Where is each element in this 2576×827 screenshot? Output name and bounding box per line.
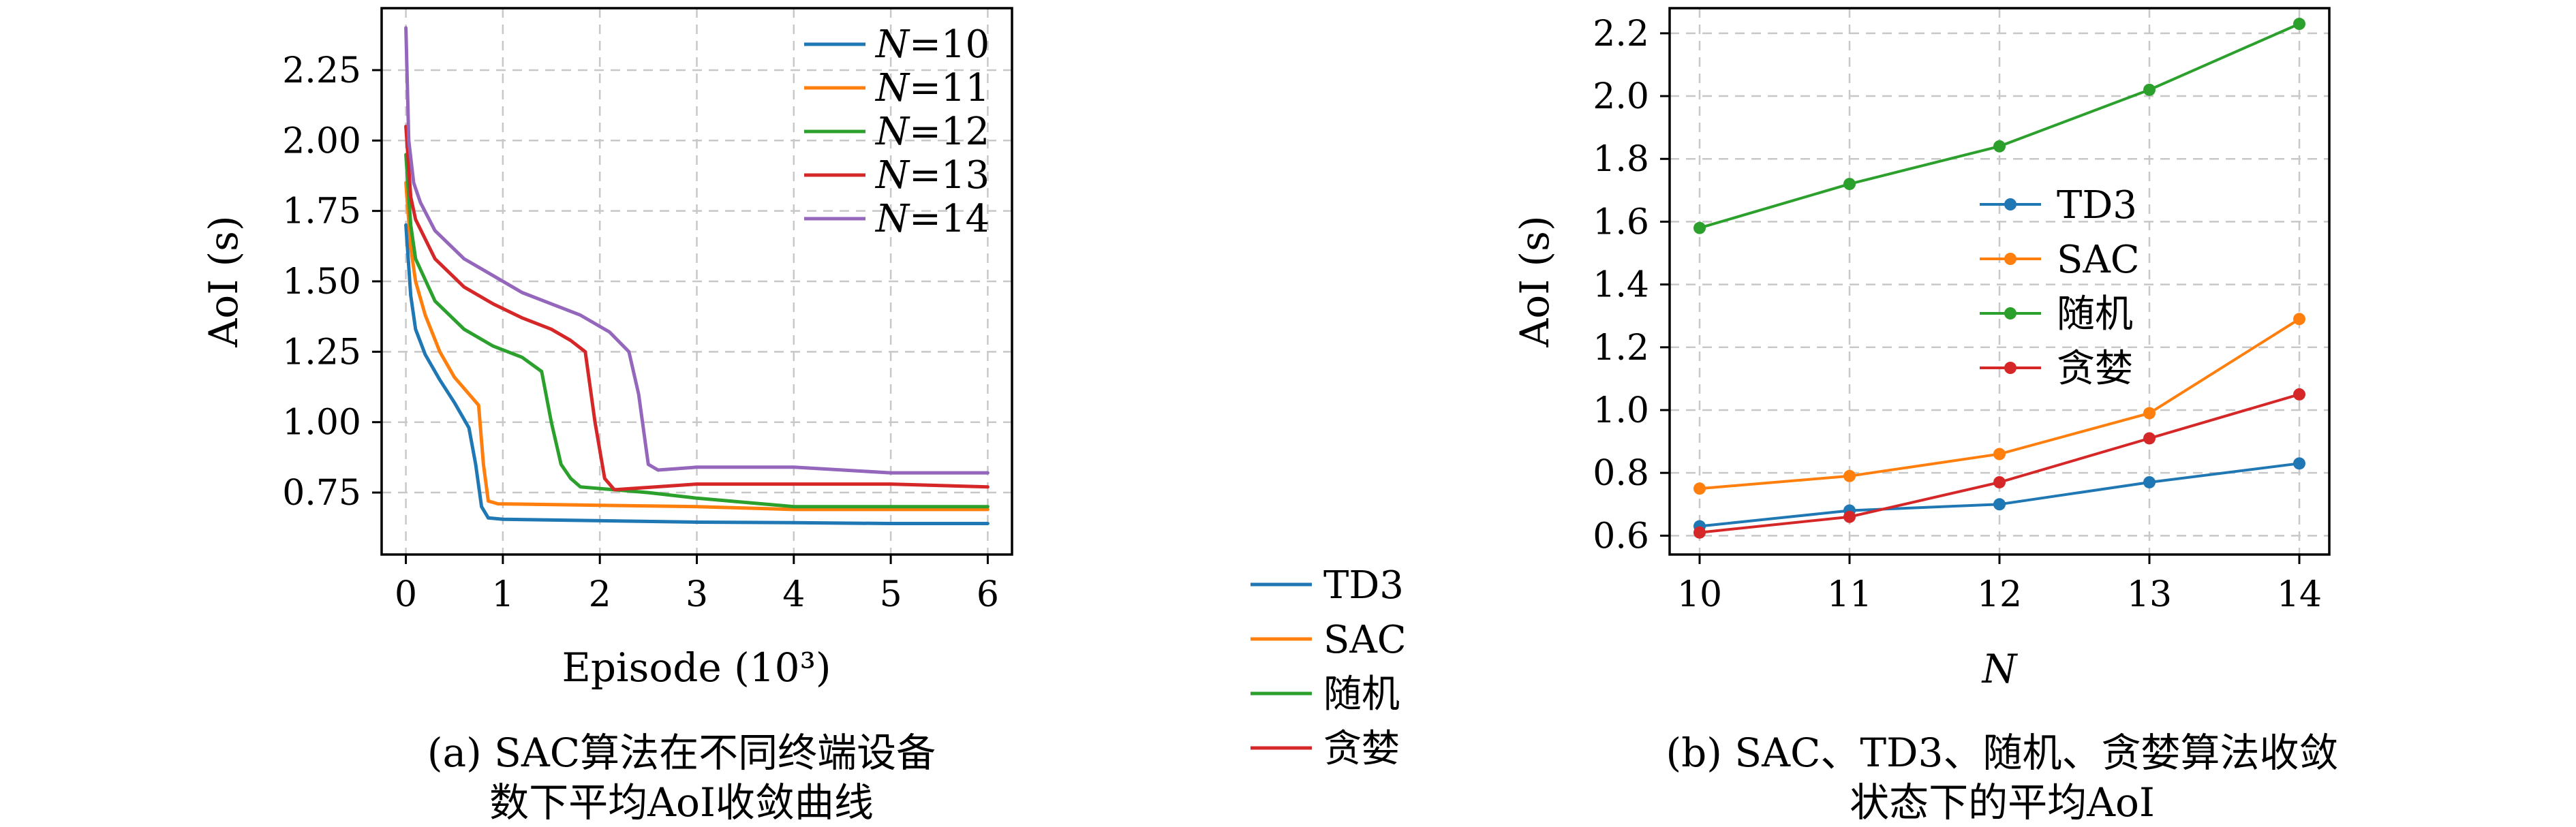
chart-b-ytick-label-3: 1.2 [1593, 328, 1649, 369]
shared-legend-label-2: SAC [1323, 618, 1407, 662]
chart-a-ytick-label-2: 1.25 [282, 332, 361, 373]
chart-b-xtick-label-3: 13 [2127, 574, 2172, 615]
chart-b-point-3-1 [1693, 221, 1706, 234]
chart-b-xtick-label-1: 11 [1827, 574, 1872, 615]
legend-a-label-3: N=12 [874, 110, 990, 154]
chart-b-point-4-5 [2293, 388, 2305, 401]
chart-b-point-1-3 [1993, 498, 2006, 511]
legend-b-label-4: 贪婪 [2057, 347, 2133, 391]
chart-b-point-3-2 [1843, 178, 1856, 191]
legend-a-var-3: N [874, 110, 910, 154]
chart-b-ticks: 10 11 12 13 14 0.6 0.8 1.0 1.2 1.4 1.6 1.8 2.0 2.2 [1593, 14, 2322, 615]
chart-b-ytick-label-7: 2.0 [1593, 76, 1649, 117]
chart-a-series-line-3 [404, 153, 990, 509]
chart-b-ytick-label-0: 0.6 [1593, 516, 1649, 557]
legend-a-label-5: N=14 [874, 197, 990, 241]
chart-b-point-1-4 [2143, 475, 2156, 488]
chart-a-xtick-label-4: 4 [782, 574, 805, 615]
chart-b-grid [1670, 8, 2329, 555]
chart-b-point-2-3 [1993, 448, 2006, 461]
chart-b-ytick-label-5: 1.6 [1593, 202, 1649, 243]
chart-b-xtick-label-0: 10 [1677, 574, 1722, 615]
chart-a-xlabel: Episode (10³) [562, 644, 831, 691]
legend-a-value-3: =12 [909, 110, 990, 154]
chart-b-point-4-4 [2143, 432, 2156, 445]
shared-legend-label-1: TD3 [1323, 563, 1404, 608]
chart-b-point-2-1 [1693, 482, 1706, 495]
chart-a-xtick-label-2: 2 [589, 574, 611, 615]
chart-a-xtick-label-0: 0 [395, 574, 417, 615]
chart-a-grid [382, 8, 1012, 555]
chart-b-xtick-label-4: 14 [2277, 574, 2322, 615]
chart-b-point-2-2 [1843, 469, 1856, 482]
chart-b-ylabel: AoI (s) [1512, 215, 1558, 347]
chart-a-legend: N=10N=11N=12N=13N=14 [804, 22, 990, 241]
chart-a-ytick-label-0: 0.75 [282, 473, 361, 514]
chart-a-series-line-4 [404, 125, 990, 492]
chart-b-caption-line2: 状态下的平均AoI [1850, 779, 2155, 826]
chart-a-xtick-label-3: 3 [686, 574, 708, 615]
chart-b-point-3-3 [1993, 140, 2006, 153]
chart-b-ytick-label-8: 2.2 [1593, 14, 1649, 54]
chart-a-ylabel: AoI (s) [200, 215, 247, 347]
chart-b-point-1-5 [2293, 457, 2305, 470]
chart-a-caption-line2: 数下平均AoI收敛曲线 [489, 779, 874, 826]
chart-b-series [1693, 18, 2305, 539]
legend-a-var-5: N [874, 197, 910, 241]
chart-b-point-2-4 [2143, 407, 2156, 420]
legend-b-marker-3 [2004, 307, 2017, 319]
shared-legend-label-4: 贪婪 [1323, 727, 1400, 771]
legend-a-label-2: N=11 [874, 66, 990, 110]
legend-a-value-4: =13 [909, 153, 990, 198]
legend-a-var-1: N [874, 22, 910, 67]
legend-b-label-1: TD3 [2057, 183, 2137, 228]
chart-a-xtick-label-1: 1 [491, 574, 514, 615]
chart-a-series-line-2 [404, 181, 990, 512]
legend-a-label-1: N=10 [874, 22, 990, 67]
chart-a-series-line-5 [404, 26, 990, 475]
chart-b-point-3-5 [2293, 18, 2305, 31]
chart-b-series-line-4 [1699, 392, 2300, 534]
legend-b-label-2: SAC [2057, 238, 2140, 282]
chart-b-point-4-3 [1993, 475, 2006, 488]
shared-legend-label-3: 随机 [1323, 672, 1400, 717]
chart-a: 0 1 2 3 4 5 6 0.75 1.00 1.25 1.50 1.75 2.00 2.25 Epis… [200, 7, 1013, 826]
legend-b-marker-1 [2004, 198, 2017, 210]
chart-b-ytick-label-1: 0.8 [1593, 453, 1649, 494]
chart-b-point-2-5 [2293, 313, 2305, 326]
chart-a-caption-line1: (a) SAC算法在不同终端设备 [427, 730, 936, 776]
legend-a-value-5: =14 [909, 197, 990, 241]
legend-b-label-3: 随机 [2057, 292, 2133, 337]
chart-b-ytick-label-6: 1.8 [1593, 139, 1649, 180]
legend-a-value-1: =10 [909, 22, 990, 67]
chart-a-ticks: 0 1 2 3 4 5 6 0.75 1.00 1.25 1.50 1.75 2.00 2.25 [282, 50, 999, 615]
chart-a-series [404, 26, 990, 525]
chart-b-caption-line1: (b) SAC、TD3、随机、贪婪算法收敛 [1666, 730, 2339, 776]
chart-a-ytick-label-6: 2.25 [282, 50, 361, 91]
legend-a-var-2: N [874, 66, 910, 110]
chart-b-ytick-label-4: 1.4 [1593, 265, 1649, 306]
chart-b-point-4-2 [1843, 510, 1856, 523]
chart-a-ytick-label-3: 1.50 [282, 262, 361, 302]
legend-a-label-4: N=13 [874, 153, 990, 198]
chart-b-ytick-label-2: 1.0 [1593, 390, 1649, 431]
chart-b-point-4-1 [1693, 526, 1706, 539]
chart-a-xtick-label-5: 5 [880, 574, 902, 615]
chart-a-xtick-label-6: 6 [977, 574, 999, 615]
legend-a-var-4: N [874, 153, 910, 198]
chart-a-ytick-label-1: 1.00 [282, 403, 361, 443]
legend-b-marker-4 [2004, 362, 2017, 374]
chart-b: 10 11 12 13 140.60.81.01.21.41.61.82.02.2 N … [1512, 7, 2339, 826]
chart-a-ytick-label-4: 1.75 [282, 191, 361, 232]
chart-a-ytick-label-5: 2.00 [282, 121, 361, 161]
chart-b-point-3-4 [2143, 83, 2156, 96]
chart-a-series-line-1 [404, 223, 990, 525]
legend-b-marker-2 [2004, 253, 2017, 265]
chart-b-xtick-label-2: 12 [1977, 574, 2022, 615]
chart-b-xlabel: N [1981, 646, 2019, 692]
legend-a-value-2: =11 [909, 66, 990, 110]
